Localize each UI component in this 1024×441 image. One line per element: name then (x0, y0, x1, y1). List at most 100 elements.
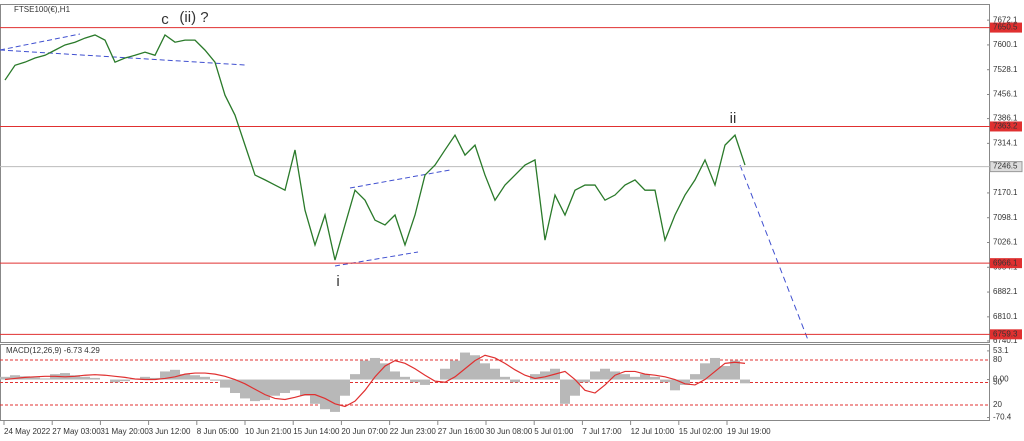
macd-bar (420, 379, 430, 385)
trendline (334, 251, 419, 267)
macd-bar (140, 376, 150, 380)
macd-bar (350, 374, 360, 380)
y2-tick-label: 20 (993, 400, 1002, 409)
macd-bar (250, 379, 260, 402)
macd-bar (150, 377, 160, 380)
x-tick-label: 8 Jun 05:00 (197, 427, 239, 436)
macd-bar (190, 375, 200, 380)
x-tick-label: 19 Jul 19:00 (727, 427, 771, 436)
macd-bar (740, 379, 750, 384)
macd-bar (360, 360, 370, 380)
y-tick-label: 7026.1 (993, 238, 1018, 247)
price-panel (0, 4, 990, 343)
y-tick-label: 6740.1 (993, 336, 1018, 345)
macd-bar (580, 379, 590, 383)
macd-bar (660, 379, 670, 383)
x-tick-label: 24 May 2022 (4, 427, 51, 436)
trendline (0, 33, 81, 51)
macd-bar (730, 360, 740, 380)
macd-bar (220, 379, 230, 388)
macd-bar (380, 363, 390, 380)
macd-bar (620, 374, 630, 380)
macd-bar (320, 379, 330, 410)
macd-bar (110, 379, 120, 383)
x-tick-label: 3 Jun 12:00 (149, 427, 191, 436)
x-tick-label: 27 Jun 16:00 (438, 427, 485, 436)
macd-bar (630, 376, 640, 380)
macd-bar (160, 371, 170, 380)
x-tick-label: 15 Jun 14:00 (293, 427, 340, 436)
macd-bar (640, 374, 650, 380)
y-tick-label: 6810.1 (993, 312, 1018, 321)
y-tick-label: 7386.1 (993, 114, 1018, 123)
level-label: 7363.2 (993, 122, 1018, 131)
macd-bar (230, 379, 240, 394)
macd-bar (440, 368, 450, 380)
chart-title: FTSE100(€),H1 (14, 5, 71, 14)
macd-bar (690, 374, 700, 380)
macd-bar (470, 355, 480, 380)
macd-bar (40, 378, 50, 380)
level-tag (990, 329, 1022, 340)
x-tick-label: 31 May 20:00 (100, 427, 149, 436)
macd-bar (560, 379, 570, 404)
macd-bar (330, 379, 340, 412)
macd-bar (410, 379, 420, 383)
macd-bar (30, 377, 40, 380)
macd-bar (10, 375, 20, 380)
macd-bar (170, 369, 180, 380)
x-tick-label: 15 Jul 02:00 (679, 427, 723, 436)
signal-line (4, 354, 746, 408)
x-tick-label: 7 Jul 17:00 (582, 427, 622, 436)
trendline (0, 49, 246, 66)
level-tag (990, 22, 1022, 33)
x-tick-label: 10 Jun 21:00 (245, 427, 292, 436)
y-tick-label: 7456.1 (993, 90, 1018, 99)
trendline (349, 169, 451, 189)
macd-bar (480, 363, 490, 380)
macd-bar (460, 352, 470, 380)
macd-bar (280, 379, 290, 394)
projection-line (739, 164, 809, 341)
price-tag (989, 161, 1023, 173)
level-label: 7650.5 (993, 23, 1018, 32)
x-tick-label: 27 May 03:00 (52, 427, 101, 436)
wave-label: c (161, 11, 169, 28)
macd-bar (540, 371, 550, 380)
level-label: 6759.3 (993, 329, 1018, 338)
y-tick-label: 7600.1 (993, 40, 1018, 49)
macd-bar (600, 368, 610, 380)
macd-bar (270, 379, 280, 396)
macd-bar (400, 376, 410, 380)
level-tag (990, 258, 1022, 269)
macd-bar (340, 379, 350, 396)
macd-bar (670, 379, 680, 391)
y-tick-label: 0.00 (993, 375, 1009, 384)
macd-bar (0, 376, 10, 380)
macd-bar (390, 371, 400, 380)
macd-bar (500, 376, 510, 380)
macd-bar (370, 357, 380, 380)
x-tick-label: 30 Jun 08:00 (486, 427, 533, 436)
y-tick-label: 7314.1 (993, 138, 1018, 147)
price-label: 7246.5 (993, 162, 1018, 171)
y-tick-label: 6882.1 (993, 287, 1018, 296)
macd-bar (210, 379, 220, 381)
wave-label: ii (730, 110, 737, 127)
macd-bar (120, 379, 130, 382)
macd-bar (310, 379, 320, 404)
x-tick-label: 22 Jun 23:00 (390, 427, 437, 436)
macd-bar (290, 379, 300, 391)
macd-bar (90, 377, 100, 380)
y2-tick-label: 50 (993, 378, 1002, 387)
macd-bar (700, 363, 710, 380)
macd-bar (490, 368, 500, 380)
x-tick-label: 20 Jun 07:00 (341, 427, 388, 436)
x-tick-label: 5 Jul 01:00 (534, 427, 574, 436)
level-label: 6966.1 (993, 258, 1018, 267)
macd-title: MACD(12,26,9) -6.73 4.29 (6, 346, 100, 355)
macd-bar (80, 376, 90, 380)
macd-bar (450, 360, 460, 380)
wave-label: i (336, 273, 339, 290)
